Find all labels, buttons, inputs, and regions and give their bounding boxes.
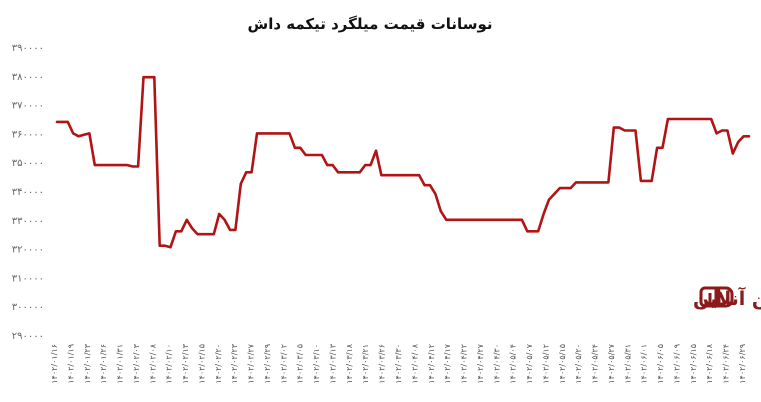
x-tick-label: ۱۴۰۲/۰۶/۰۹ [672,344,681,384]
y-tick-label: ۳۶۰۰۰۰ [12,129,44,140]
x-tick-label: ۱۴۰۲/۰۳/۲۱ [361,344,370,384]
x-tick-label: ۱۴۰۲/۰۱/۲۳ [83,343,92,383]
y-tick-label: ۳۷۰۰۰۰ [12,101,44,112]
x-tick-label: ۱۴۰۲/۰۱/۲۶ [99,344,108,384]
x-tick-label: ۱۴۰۲/۰۱/۱۹ [66,344,75,384]
logo-text: آهن آنلاین [693,286,761,310]
logo-mark-icon [699,286,734,308]
y-tick-label: ۳۳۰۰۰۰ [12,216,44,227]
x-tick-label: ۱۴۰۲/۰۴/۱۷ [443,343,452,383]
x-tick-label: ۱۴۰۲/۰۶/۲۴ [722,344,731,384]
x-tick-label: ۱۴۰۲/۰۲/۲۹ [263,344,272,384]
series-line [55,75,751,249]
x-tick-label: ۱۴۰۲/۰۲/۲۳ [230,343,239,383]
y-tick-label: ۳۰۰۰۰۰ [12,302,44,313]
x-tick-label: ۱۴۰۲/۰۵/۱۵ [558,344,567,384]
x-tick-label: ۱۴۰۲/۰۵/۲۰ [574,344,583,384]
brand-logo: آهن آنلاین [693,286,761,310]
x-tick-label: ۱۴۰۲/۰۴/۱۲ [427,344,436,384]
chart-title: نوسانات قیمت میلگرد تیکمه داش [248,15,493,33]
x-tick-label: ۱۴۰۲/۰۲/۱۵ [197,344,206,384]
x-tick-label: ۱۴۰۲/۰۶/۱۸ [705,343,714,383]
y-tick-label: ۳۴۰۰۰۰ [12,187,44,198]
y-tick-label: ۲۹۰۰۰۰ [12,331,44,342]
x-tick-label: ۱۴۰۲/۰۳/۳۰ [394,344,403,384]
y-tick-label: ۳۹۰۰۰۰ [12,43,44,54]
x-tick-label: ۱۴۰۲/۰۲/۰۸ [148,343,157,383]
x-tick-label: ۱۴۰۲/۰۳/۰۲ [279,344,288,384]
x-tick-label: ۱۴۰۲/۰۱/۱۶ [50,344,59,384]
x-tick-label: ۱۴۰۲/۰۳/۲۶ [378,344,387,384]
x-tick-label: ۱۴۰۲/۰۳/۱۳ [328,343,337,383]
y-tick-label: ۳۲۰۰۰۰ [12,245,44,256]
x-axis: ۱۴۰۲/۰۱/۱۶ ۱۴۰۲/۰۱/۱۹ ۱۴۰۲/۰۱/۲۳ ۱۴۰۲/۰۱/۲۶… [50,343,747,383]
x-tick-label: ۱۴۰۲/۰۲/۱۰ [165,344,174,384]
y-tick-label: ۳۵۰۰۰۰ [12,158,44,169]
x-tick-label: ۱۴۰۲/۰۶/۰۱ [640,344,649,384]
x-tick-label: ۱۴۰۲/۰۳/۱۰ [312,344,321,384]
x-tick-label: ۱۴۰۲/۰۲/۰۳ [132,343,141,383]
x-tick-label: ۱۴۰۲/۰۴/۲۷ [476,343,485,383]
x-tick-label: ۱۴۰۲/۰۶/۲۹ [738,344,747,384]
x-tick-label: ۱۴۰۲/۰۵/۰۴ [509,344,518,384]
y-tick-label: ۳۱۰۰۰۰ [12,273,44,284]
x-tick-label: ۱۴۰۲/۰۴/۰۸ [410,343,419,383]
x-tick-label: ۱۴۰۲/۰۳/۰۵ [296,344,305,384]
x-tick-label: ۱۴۰۲/۰۳/۱۸ [345,343,354,383]
y-tick-label: ۳۸۰۰۰۰ [12,72,44,83]
x-tick-label: ۱۴۰۲/۰۵/۲۷ [607,343,616,383]
x-tick-label: ۱۴۰۲/۰۶/۰۵ [656,344,665,384]
y-axis: ۳۹۰۰۰۰ ۳۸۰۰۰۰ ۳۷۰۰۰۰ ۳۶۰۰۰۰ ۳۵۰۰۰۰ ۳۴۰۰۰۰ ۳۳۰۰… [12,43,44,342]
x-tick-label: ۱۴۰۲/۰۴/۲۲ [460,344,469,384]
x-tick-label: ۱۴۰۲/۰۱/۳۱ [116,344,125,384]
x-tick-label: ۱۴۰۲/۰۵/۱۲ [541,344,550,384]
x-tick-label: ۱۴۰۲/۰۵/۳۱ [623,344,632,384]
x-tick-label: ۱۴۰۲/۰۴/۳۰ [492,344,501,384]
x-tick-label: ۱۴۰۲/۰۵/۲۴ [591,344,600,384]
series-layer [55,75,751,249]
x-tick-label: ۱۴۰۲/۰۲/۲۷ [247,343,256,383]
x-tick-label: ۱۴۰۲/۰۵/۰۷ [525,343,534,383]
x-tick-label: ۱۴۰۲/۰۶/۱۵ [689,344,698,384]
x-tick-label: ۱۴۰۲/۰۲/۲۰ [214,344,223,384]
x-tick-label: ۱۴۰۲/۰۲/۱۳ [181,343,190,383]
